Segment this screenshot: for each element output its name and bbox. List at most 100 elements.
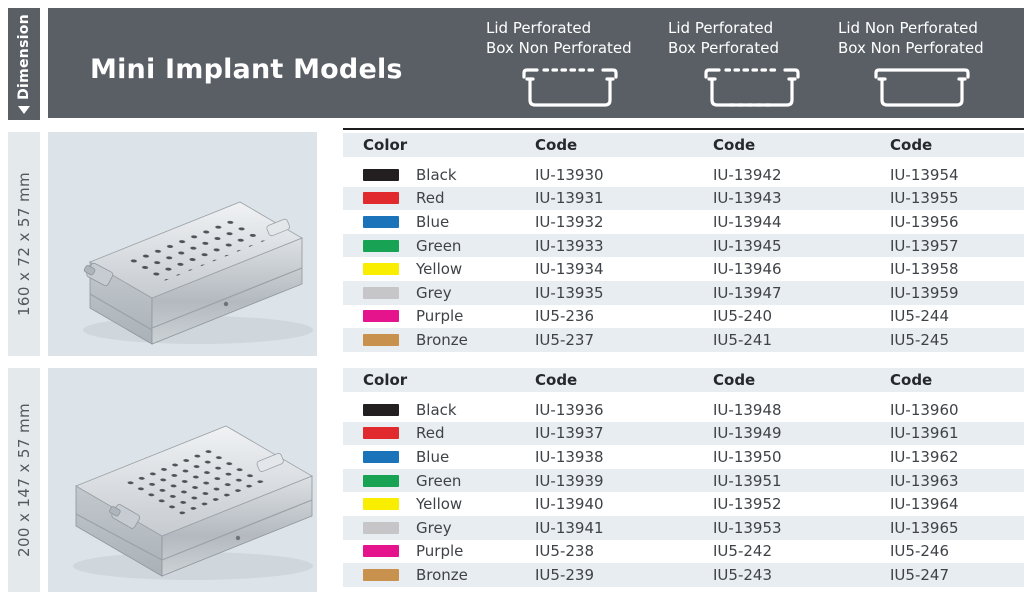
color-name: Green bbox=[416, 471, 462, 490]
product-code: IU-13945 bbox=[713, 236, 782, 255]
table-header-row: Color Code Code Code bbox=[343, 368, 1024, 392]
product-code: IU-13952 bbox=[713, 495, 782, 514]
column-header-code-3: Code bbox=[890, 136, 933, 154]
color-name: Grey bbox=[416, 283, 452, 302]
dimension-value-1: 160 x 72 x 57 mm bbox=[15, 171, 33, 317]
table-row: Blue IU-13938 IU-13950 IU-13962 bbox=[343, 445, 1024, 469]
product-code: IU-13957 bbox=[890, 236, 959, 255]
product-code: IU-13958 bbox=[890, 260, 959, 279]
color-swatch bbox=[363, 474, 399, 487]
lid-perforated-box-perforated-icon bbox=[704, 68, 800, 107]
lid-perforated-box-non-perforated-icon bbox=[522, 68, 618, 107]
product-code: IU-13936 bbox=[535, 400, 604, 419]
color-name: Blue bbox=[416, 447, 450, 466]
dimension-value-2: 200 x 147 x 57 mm bbox=[15, 403, 33, 557]
column-header-code-3: Code bbox=[890, 371, 933, 389]
color-name: Yellow bbox=[416, 495, 463, 514]
product-code: IU-13946 bbox=[713, 260, 782, 279]
color-swatch bbox=[363, 568, 399, 581]
color-swatch bbox=[363, 403, 399, 416]
column-header-color: Color bbox=[363, 136, 408, 154]
table-row: Green IU-13933 IU-13945 IU-13957 bbox=[343, 233, 1024, 258]
variant-label-line1: Lid Non Perforated bbox=[838, 19, 978, 37]
product-code: IU-13953 bbox=[713, 518, 782, 537]
product-code: IU-13951 bbox=[713, 471, 782, 490]
variant-label-line1: Lid Perforated bbox=[668, 19, 774, 37]
variant-label-line2: Box Non Perforated bbox=[838, 39, 984, 57]
table-row: Black IU-13930 IU-13942 IU-13954 bbox=[343, 163, 1024, 187]
table-top-rule bbox=[343, 128, 1024, 130]
product-photo-panel-1 bbox=[48, 132, 317, 356]
product-code: IU-13948 bbox=[713, 400, 782, 419]
color-name: Green bbox=[416, 236, 462, 255]
dimension-tab-label: Dimension bbox=[16, 14, 32, 100]
color-swatch bbox=[363, 239, 399, 252]
product-code: IU-13939 bbox=[535, 471, 604, 490]
product-code: IU-13954 bbox=[890, 165, 959, 184]
perforated-wide-box-photo bbox=[73, 425, 313, 580]
color-swatch bbox=[363, 545, 399, 558]
variant-column-lid-perforated-box-non-perforated: Lid Perforated Box Non Perforated bbox=[486, 18, 654, 114]
color-swatch bbox=[363, 192, 399, 205]
color-name: Yellow bbox=[416, 260, 463, 279]
column-header-code-2: Code bbox=[713, 371, 756, 389]
color-swatch bbox=[363, 333, 399, 346]
color-name: Purple bbox=[416, 307, 464, 326]
color-name: Blue bbox=[416, 212, 450, 231]
product-code: IU5-246 bbox=[890, 542, 949, 561]
variant-label-line2: Box Perforated bbox=[668, 39, 780, 57]
product-code: IU5-239 bbox=[535, 565, 594, 584]
perforated-long-box-photo bbox=[83, 201, 313, 345]
variant-label-line1: Lid Perforated bbox=[486, 19, 592, 37]
product-code: IU-13955 bbox=[890, 189, 959, 208]
product-code: IU5-244 bbox=[890, 307, 949, 326]
table-row: Grey IU-13941 IU-13953 IU-13965 bbox=[343, 515, 1024, 540]
product-code: IU5-242 bbox=[713, 542, 772, 561]
product-code: IU-13947 bbox=[713, 283, 782, 302]
codes-table-2: Color Code Code Code Black IU-13936 IU-139… bbox=[343, 368, 1024, 587]
table-row: Grey IU-13935 IU-13947 IU-13959 bbox=[343, 280, 1024, 305]
product-code: IU-13949 bbox=[713, 424, 782, 443]
page-header: Mini Implant Models Lid Perforated Box N… bbox=[48, 8, 1024, 118]
column-header-code-1: Code bbox=[535, 136, 578, 154]
column-header-code-2: Code bbox=[713, 136, 756, 154]
dimension-strip-1: 160 x 72 x 57 mm bbox=[8, 132, 40, 356]
product-code: IU-13959 bbox=[890, 283, 959, 302]
product-code: IU-13944 bbox=[713, 212, 782, 231]
codes-table-1: Color Code Code Code Black IU-13930 IU-139… bbox=[343, 128, 1024, 352]
product-code: IU5-247 bbox=[890, 565, 949, 584]
color-swatch bbox=[363, 450, 399, 463]
product-code: IU-13934 bbox=[535, 260, 604, 279]
color-swatch bbox=[363, 263, 399, 276]
table-row: Red IU-13937 IU-13949 IU-13961 bbox=[343, 421, 1024, 446]
product-code: IU-13963 bbox=[890, 471, 959, 490]
product-code: IU-13943 bbox=[713, 189, 782, 208]
color-name: Red bbox=[416, 424, 445, 443]
color-name: Black bbox=[416, 400, 457, 419]
table-row: Yellow IU-13934 IU-13946 IU-13958 bbox=[343, 257, 1024, 281]
table-body: Black IU-13930 IU-13942 IU-13954 Red IU-13931… bbox=[343, 163, 1024, 352]
variant-column-lid-non-perforated-box-non-perforated: Lid Non Perforated Box Non Perforated bbox=[838, 18, 1006, 114]
product-code: IU5-237 bbox=[535, 330, 594, 349]
table-body: Black IU-13936 IU-13948 IU-13960 Red IU-13937… bbox=[343, 398, 1024, 587]
product-code: IU-13965 bbox=[890, 518, 959, 537]
color-name: Grey bbox=[416, 518, 452, 537]
product-code: IU5-236 bbox=[535, 307, 594, 326]
variant-column-lid-perforated-box-perforated: Lid Perforated Box Perforated bbox=[668, 18, 836, 114]
product-code: IU-13933 bbox=[535, 236, 604, 255]
table-header-row: Color Code Code Code bbox=[343, 133, 1024, 157]
product-code: IU5-245 bbox=[890, 330, 949, 349]
product-code: IU-13961 bbox=[890, 424, 959, 443]
variant-label-line2: Box Non Perforated bbox=[486, 39, 632, 57]
column-header-code-1: Code bbox=[535, 371, 578, 389]
product-code: IU-13931 bbox=[535, 189, 604, 208]
product-code: IU-13964 bbox=[890, 495, 959, 514]
color-swatch bbox=[363, 521, 399, 534]
color-swatch bbox=[363, 215, 399, 228]
dimension-strip-2: 200 x 147 x 57 mm bbox=[8, 368, 40, 592]
product-code: IU-13940 bbox=[535, 495, 604, 514]
product-code: IU-13950 bbox=[713, 447, 782, 466]
color-name: Bronze bbox=[416, 565, 468, 584]
color-name: Red bbox=[416, 189, 445, 208]
product-code: IU-13935 bbox=[535, 283, 604, 302]
